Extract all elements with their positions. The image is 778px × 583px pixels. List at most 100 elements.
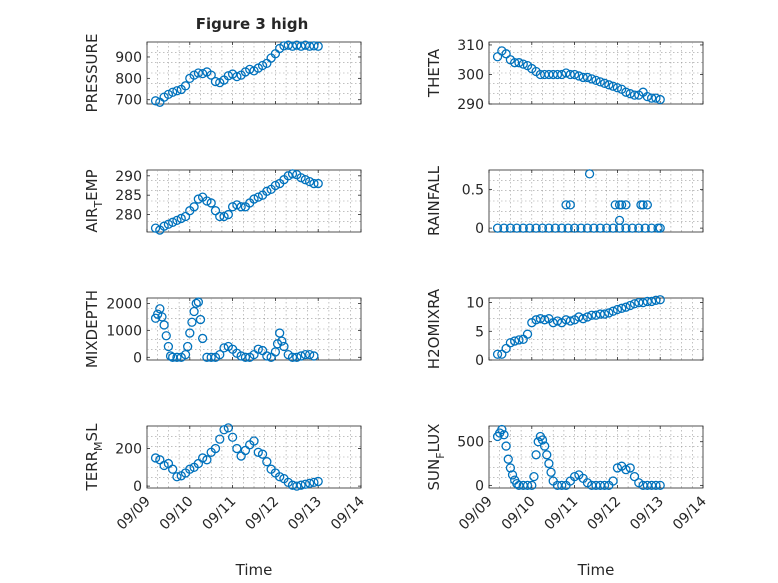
data-point [197,333,208,344]
data-point [584,169,595,179]
y-axis-label: MIXDEPTH [83,290,101,368]
y-tick-label: 0.5 [462,182,484,198]
data-point [313,178,323,189]
data-point [168,217,178,227]
data-point [195,314,206,325]
data-point [313,41,323,51]
data-point [655,295,665,305]
x-tick-label: 09/10 [157,494,197,534]
data-point [215,211,225,222]
y-tick-label: 0 [475,353,484,369]
data-point [522,329,533,339]
data-point [172,215,182,226]
data-point [236,202,246,212]
data-point [595,309,605,319]
data-point [612,304,623,315]
data-point [582,312,593,322]
y-axis-label: THETA [425,48,443,98]
y-tick-label: 290 [115,169,142,185]
data-point [313,476,323,487]
data-point [565,200,575,210]
data-point [646,93,657,103]
y-tick-label: 0 [133,479,142,495]
axes-box [146,425,362,489]
data-point [621,200,631,210]
data-point [608,476,618,486]
y-tick-label: 200 [115,442,142,458]
y-tick-label: 800 [115,71,142,87]
axes-box [488,425,704,489]
data-point [604,308,614,318]
data-point [563,223,573,233]
data-point [183,341,193,352]
y-tick-label: 0 [133,350,142,366]
data-point [537,435,548,445]
data-point [544,223,554,233]
data-point [503,454,513,464]
data-point [165,351,176,361]
x-tick-label: 09/13 [285,494,325,534]
data-point [150,223,161,233]
data-point [275,472,285,482]
data-point [304,478,315,488]
data-point [599,78,610,88]
data-point [492,52,503,62]
data-point [262,351,272,361]
data-point [185,464,195,474]
data-point [187,317,197,327]
data-point [578,314,588,324]
data-point [629,299,640,309]
data-point [617,200,627,210]
y-tick-label: 10 [466,296,484,312]
x-tick-label: 09/12 [242,494,282,534]
y-axis-label: RAINFALL [425,165,443,236]
data-point [492,349,503,359]
data-point [621,223,631,233]
data-point [587,310,597,320]
data-point [589,223,599,233]
x-tick-label: 09/10 [499,494,539,534]
data-point [309,477,319,488]
data-point [206,70,216,80]
subplot-5: 0 1000 2000 MIXDEPTH [83,290,362,368]
data-point [546,467,556,477]
subplot-6: 0 5 10 H2OMIXRA [425,288,704,369]
data-point [612,83,623,93]
data-point [629,90,640,100]
data-point [219,211,229,222]
data-point [621,302,631,312]
data-point [191,298,201,309]
data-point [159,460,169,471]
data-point [569,471,580,482]
axes-box [488,41,704,105]
x-tick-label: 09/13 [627,494,667,534]
data-point [161,331,171,341]
data-point [638,200,648,210]
data-point [215,349,225,360]
subplot-4: 0 0.5 RAINFALL [425,165,704,237]
data-point [249,194,259,204]
data-point [300,479,311,489]
data-point [300,175,311,185]
data-point [193,68,204,78]
data-point [561,68,571,78]
data-point [172,472,182,482]
data-point [240,352,251,362]
y-tick-label: 900 [115,50,142,66]
data-point [206,198,216,208]
data-point [219,343,229,353]
data-point [531,450,541,460]
data-point [599,480,610,491]
data-point [193,194,204,204]
x-tick-label: 09/14 [328,493,368,533]
data-point [514,58,524,68]
data-point [539,315,550,325]
data-point [557,223,567,233]
subplot-8: 0 500 SUNFLUX 09/09 09/10 09/11 09/12 09/13 09/1… [425,424,710,579]
y-tick-label: 285 [115,188,142,204]
y-axis-label: TERRMSL [83,423,105,492]
data-point [270,180,281,191]
y-axis-label: SUNFLUX [425,424,447,491]
data-point [499,430,509,440]
data-point [550,223,560,233]
